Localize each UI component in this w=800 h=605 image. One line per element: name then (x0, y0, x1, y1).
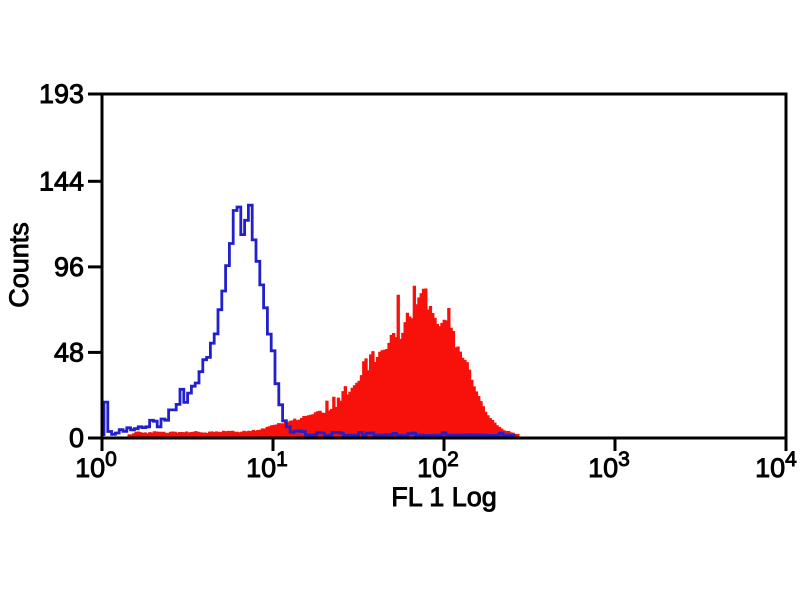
svg-text:193: 193 (39, 79, 84, 109)
svg-text:144: 144 (39, 166, 84, 196)
svg-text:0: 0 (69, 423, 84, 453)
svg-text:FL 1 Log: FL 1 Log (391, 482, 497, 512)
svg-text:96: 96 (54, 252, 84, 282)
svg-text:Counts: Counts (4, 222, 34, 308)
svg-text:101: 101 (246, 448, 288, 483)
svg-text:48: 48 (54, 337, 84, 367)
